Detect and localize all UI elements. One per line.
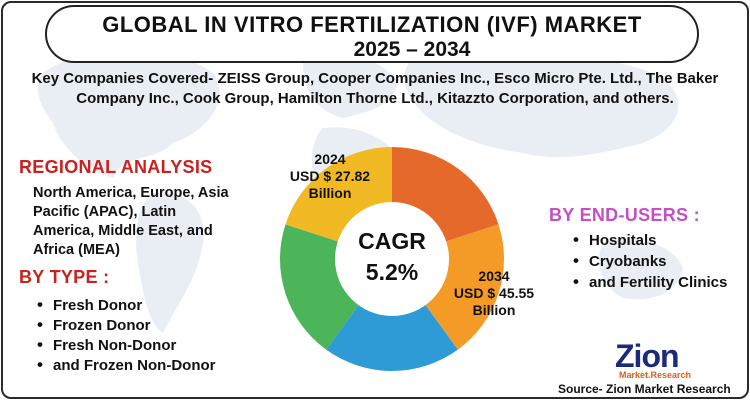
page-title-years: 2025 – 2034 [353, 38, 471, 61]
list-item: Frozen Donor [33, 315, 215, 336]
list-item: and Fertility Clinics [569, 271, 727, 293]
by-end-users-title: BY END-USERS : [549, 205, 700, 225]
list-item: Fresh Non-Donor [33, 335, 215, 356]
regional-analysis-text: North America, Europe, Asia Pacific (APA… [33, 185, 229, 258]
value-2034-year: 2034 [478, 268, 510, 284]
value-2034-unit: Billion [472, 302, 516, 318]
list-item: and Frozen Non-Donor [33, 355, 215, 376]
logo-sub-text: Market.Research [619, 370, 692, 380]
cagr-label: CAGR [358, 228, 426, 254]
zion-logo: Zion Market.Research [615, 338, 701, 382]
market-donut-chart [280, 147, 504, 372]
list-item: Hospitals [569, 229, 727, 251]
value-2024-year: 2024 [314, 151, 346, 167]
list-item: Cryobanks [569, 250, 727, 272]
value-2024: 2024 USD $ 27.82 Billion [275, 151, 385, 202]
donut-center-circle [335, 202, 449, 316]
page-title: GLOBAL IN VITRO FERTILIZATION (IVF) MARK… [102, 12, 642, 37]
regional-analysis-title: REGIONAL ANALYSIS [19, 157, 213, 177]
value-2034-amount: USD $ 45.55 [453, 285, 535, 301]
list-item: Fresh Donor [33, 295, 215, 316]
source-text: Source- Zion Market Research [558, 382, 731, 396]
title-banner: GLOBAL IN VITRO FERTILIZATION (IVF) MARK… [45, 5, 699, 63]
value-2034: 2034 USD $ 45.55 Billion [439, 268, 549, 319]
cagr-value: 5.2% [365, 259, 419, 285]
value-2024-amount: USD $ 27.82 [289, 168, 371, 184]
key-companies-text: Key Companies Covered- ZEISS Group, Coop… [31, 70, 719, 107]
by-end-users-list: Hospitals Cryobanks and Fertility Clinic… [569, 229, 727, 293]
value-2024-unit: Billion [308, 185, 352, 201]
by-type-title: BY TYPE : [19, 267, 110, 287]
logo-main-text: Zion [615, 338, 680, 374]
by-type-list: Fresh Donor Frozen Donor Fresh Non-Donor… [33, 295, 215, 376]
